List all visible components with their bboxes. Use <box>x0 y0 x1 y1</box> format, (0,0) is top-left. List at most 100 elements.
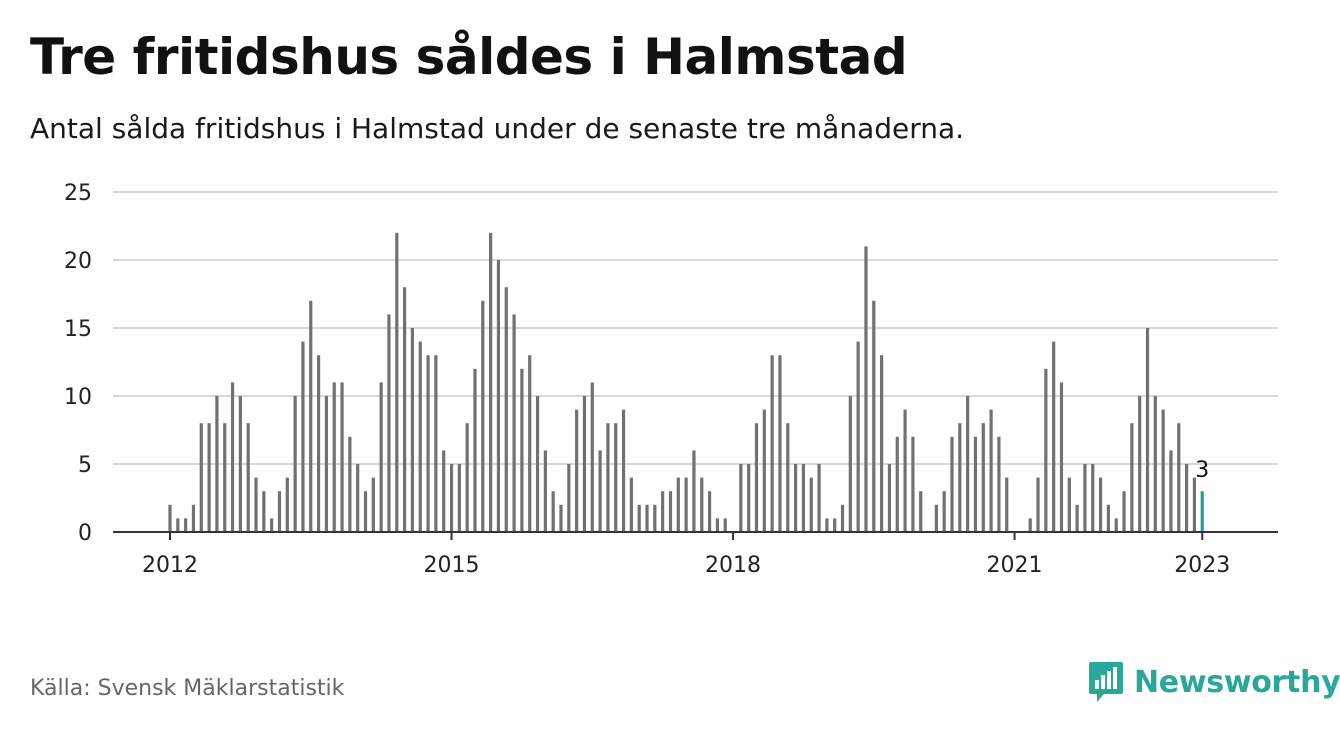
bar <box>1114 518 1118 532</box>
gridlines <box>113 191 1278 465</box>
bar <box>1098 477 1103 532</box>
bar <box>348 436 352 532</box>
bar-chart: 0 5 10 15 20 25 2012 2015 2018 2021 2023 3 <box>64 181 1278 578</box>
bar <box>817 464 821 532</box>
bar <box>989 409 993 532</box>
bar <box>1130 423 1134 532</box>
bar <box>254 477 258 532</box>
bar <box>1177 423 1181 532</box>
bar <box>512 314 516 532</box>
bar <box>1153 396 1157 532</box>
bar <box>410 328 415 532</box>
y-axis-tick-labels: 0 5 10 15 20 25 <box>64 181 92 546</box>
bar <box>942 491 946 532</box>
bar <box>747 464 751 532</box>
annotations: 3 <box>1195 458 1209 483</box>
bar <box>723 518 727 532</box>
bar <box>395 232 399 533</box>
bar <box>895 436 899 532</box>
bar <box>1067 477 1071 532</box>
bar <box>199 423 203 532</box>
y-tick-label: 0 <box>78 521 92 546</box>
bar <box>262 491 266 532</box>
y-tick-label: 5 <box>78 453 92 478</box>
bar <box>309 300 313 532</box>
bar <box>1028 518 1032 532</box>
bar <box>958 423 962 532</box>
x-tick-label: 2012 <box>142 553 198 578</box>
bar <box>973 436 978 532</box>
bar <box>786 423 790 532</box>
bar <box>934 504 938 532</box>
bar <box>668 491 673 532</box>
bar <box>715 518 719 532</box>
bar <box>981 423 985 532</box>
bar <box>1169 450 1173 532</box>
bar <box>434 355 438 532</box>
last-value-label: 3 <box>1195 458 1209 483</box>
bar <box>457 464 461 532</box>
bar-highlight <box>1200 491 1204 532</box>
bar <box>653 504 657 532</box>
newsworthy-logo-icon <box>1089 662 1123 702</box>
bar <box>864 246 868 532</box>
bar <box>504 287 508 532</box>
chart-subtitle: Antal sålda fritidshus i Halmstad under … <box>30 112 965 145</box>
bar <box>684 477 688 532</box>
bar <box>606 423 610 532</box>
bar <box>1052 341 1056 532</box>
bar <box>316 355 321 532</box>
x-tick-label: 2023 <box>1174 553 1230 578</box>
bar <box>559 504 563 532</box>
bar <box>739 464 743 532</box>
bar <box>277 491 282 532</box>
bar <box>637 504 641 532</box>
bar <box>575 409 579 532</box>
bar <box>707 491 712 532</box>
x-tick-label: 2018 <box>705 553 761 578</box>
bar <box>551 491 555 532</box>
bar <box>778 355 782 532</box>
bar <box>191 504 196 532</box>
bar <box>426 355 430 532</box>
bar <box>621 409 626 532</box>
bar <box>887 464 892 532</box>
bar <box>614 423 618 532</box>
bar <box>825 518 829 532</box>
bar <box>1145 328 1150 532</box>
bar <box>176 518 180 532</box>
bar <box>598 450 602 532</box>
bar <box>645 504 649 532</box>
bar <box>496 260 501 532</box>
bar <box>629 477 633 532</box>
bar <box>230 382 235 532</box>
bar <box>661 491 665 532</box>
bar <box>919 491 923 532</box>
bar <box>332 382 336 532</box>
bar <box>676 477 680 532</box>
bar <box>997 436 1001 532</box>
bar <box>1192 477 1197 532</box>
bar <box>418 341 422 532</box>
bar <box>371 477 375 532</box>
bar <box>794 464 798 532</box>
bar <box>285 477 289 532</box>
source-note: Källa: Svensk Mäklarstatistik <box>30 676 345 701</box>
bar <box>481 300 485 532</box>
bar <box>833 518 837 532</box>
brand-name: Newsworthy <box>1134 664 1340 700</box>
y-tick-label: 15 <box>64 317 92 342</box>
bar <box>207 423 211 532</box>
y-tick-label: 20 <box>64 249 92 274</box>
bar <box>1122 491 1126 532</box>
bar <box>840 504 845 532</box>
x-tick-label: 2015 <box>424 553 480 578</box>
bar <box>535 396 540 532</box>
y-tick-label: 25 <box>64 181 92 206</box>
bar <box>1106 504 1110 532</box>
bar <box>809 477 813 532</box>
bar <box>403 287 407 532</box>
bar <box>950 436 954 532</box>
x-axis-tick-labels: 2012 2015 2018 2021 2023 <box>142 532 1230 578</box>
bar <box>582 396 587 532</box>
